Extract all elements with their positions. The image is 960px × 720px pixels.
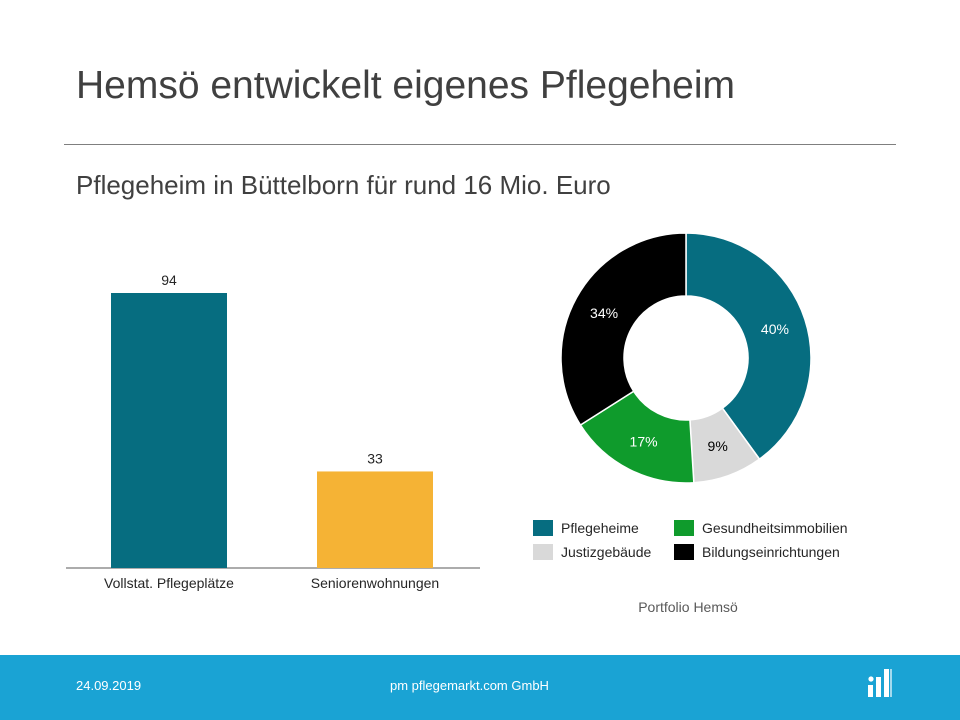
legend-label: Justizgebäude bbox=[561, 544, 652, 560]
legend-swatch bbox=[533, 544, 553, 560]
title-divider bbox=[64, 144, 896, 145]
chart-caption: Portfolio Hemsö bbox=[638, 599, 738, 615]
slice-value-label: 40% bbox=[761, 321, 789, 337]
footer-date: 24.09.2019 bbox=[76, 678, 142, 693]
bar bbox=[111, 293, 227, 568]
slide-subtitle: Pflegeheim in Büttelborn für rund 16 Mio… bbox=[76, 170, 611, 200]
legend-label: Pflegeheime bbox=[561, 520, 639, 536]
bar-chart: 94 Vollstat. Pflegeplätze 33 Seniorenwohnun… bbox=[66, 272, 480, 591]
legend-label: Gesundheitsimmobilien bbox=[702, 520, 848, 536]
slice-value-label: 17% bbox=[630, 433, 658, 449]
donut-slice bbox=[560, 232, 687, 427]
footer-company: pm pflegemarkt.com GmbH bbox=[390, 678, 549, 693]
legend-label: Bildungseinrichtungen bbox=[702, 544, 840, 560]
bar-value-label: 94 bbox=[161, 272, 177, 288]
bar bbox=[317, 471, 433, 568]
category-label: Vollstat. Pflegeplätze bbox=[104, 575, 234, 591]
slice-value-label: 34% bbox=[590, 305, 618, 321]
legend-swatch bbox=[533, 520, 553, 536]
slide-title: Hemsö entwickelt eigenes Pflegeheim bbox=[76, 64, 736, 107]
legend-swatch bbox=[674, 520, 694, 536]
footer-bar: 24.09.2019 pm pflegemarkt.com GmbH bbox=[0, 655, 960, 720]
slice-value-label: 9% bbox=[708, 438, 728, 454]
bar-value-label: 33 bbox=[367, 450, 383, 466]
category-label: Seniorenwohnungen bbox=[311, 575, 439, 591]
pflegemarkt-logo-icon bbox=[868, 669, 892, 697]
donut-slice bbox=[685, 232, 812, 461]
donut-chart: 40% 9% 17% 34% Pflegeheime Justizgebäude Gesun… bbox=[533, 232, 848, 615]
legend-swatch bbox=[674, 544, 694, 560]
